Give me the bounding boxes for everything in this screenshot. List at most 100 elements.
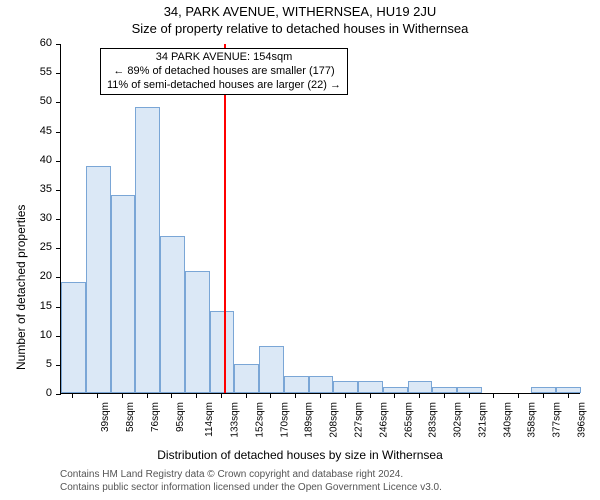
y-tick-mark (56, 190, 61, 191)
x-tick-mark (221, 393, 222, 398)
x-tick-label: 265sqm (403, 402, 414, 438)
x-tick-mark (97, 393, 98, 398)
y-tick-label: 10 (0, 329, 52, 341)
y-tick-label: 25 (0, 241, 52, 253)
x-tick-mark (469, 393, 470, 398)
y-tick-mark (56, 277, 61, 278)
annotation-line-1: 34 PARK AVENUE: 154sqm (107, 51, 341, 65)
x-tick-mark (518, 393, 519, 398)
x-tick-mark (122, 393, 123, 398)
histogram-bar (210, 311, 235, 393)
x-tick-mark (295, 393, 296, 398)
y-tick-label: 0 (0, 387, 52, 399)
histogram-bar (284, 376, 309, 394)
y-tick-mark (56, 307, 61, 308)
x-tick-label: 358sqm (527, 402, 538, 438)
x-tick-mark (270, 393, 271, 398)
x-tick-mark (493, 393, 494, 398)
histogram-bar (408, 381, 433, 393)
y-tick-label: 40 (0, 154, 52, 166)
x-tick-label: 133sqm (230, 402, 241, 438)
histogram-bar (556, 387, 581, 393)
x-ticks: 39sqm 58sqm 76sqm 95sqm 114sqm 133sqm 152sqm 17… (60, 394, 580, 444)
y-ticks: 051015202530354045505560 (0, 44, 60, 394)
x-tick-mark (419, 393, 420, 398)
x-tick-label: 189sqm (304, 402, 315, 438)
histogram-bar (432, 387, 457, 393)
x-tick-label: 95sqm (175, 402, 186, 432)
annotation-line-3: 11% of semi-detached houses are larger (… (107, 79, 341, 93)
histogram-bar (135, 107, 160, 393)
x-tick-label: 39sqm (100, 402, 111, 432)
x-tick-mark (320, 393, 321, 398)
footnote-line-1: Contains HM Land Registry data © Crown c… (60, 468, 442, 481)
x-tick-label: 321sqm (477, 402, 488, 438)
histogram-bar (358, 381, 383, 393)
plot-area (60, 44, 580, 394)
x-tick-label: 208sqm (329, 402, 340, 438)
footnote: Contains HM Land Registry data © Crown c… (60, 468, 442, 494)
histogram-bar (160, 236, 185, 394)
x-tick-mark (147, 393, 148, 398)
x-tick-label: 340sqm (502, 402, 513, 438)
y-tick-mark (56, 365, 61, 366)
x-tick-label: 152sqm (255, 402, 266, 438)
histogram-bar (333, 381, 358, 393)
chart-container: 34, PARK AVENUE, WITHERNSEA, HU19 2JU Si… (0, 0, 600, 500)
y-tick-label: 55 (0, 66, 52, 78)
y-tick-label: 5 (0, 358, 52, 370)
histogram-bar (234, 364, 259, 393)
histogram-bar (259, 346, 284, 393)
x-tick-mark (345, 393, 346, 398)
x-tick-mark (196, 393, 197, 398)
annotation-box: 34 PARK AVENUE: 154sqm ← 89% of detached… (100, 48, 348, 95)
y-tick-mark (56, 248, 61, 249)
histogram-bar (309, 376, 334, 394)
y-tick-label: 50 (0, 95, 52, 107)
y-tick-mark (56, 102, 61, 103)
x-tick-label: 302sqm (453, 402, 464, 438)
title-main: 34, PARK AVENUE, WITHERNSEA, HU19 2JU (0, 4, 600, 19)
x-tick-mark (568, 393, 569, 398)
y-tick-label: 20 (0, 270, 52, 282)
annotation-line-2: ← 89% of detached houses are smaller (17… (107, 65, 341, 79)
x-axis-label: Distribution of detached houses by size … (0, 448, 600, 462)
x-tick-mark (394, 393, 395, 398)
y-tick-label: 45 (0, 125, 52, 137)
histogram-bar (61, 282, 86, 393)
histogram-bar (111, 195, 136, 393)
y-tick-label: 35 (0, 183, 52, 195)
histogram-bar (185, 271, 210, 394)
y-tick-mark (56, 161, 61, 162)
x-tick-mark (543, 393, 544, 398)
title-block: 34, PARK AVENUE, WITHERNSEA, HU19 2JU Si… (0, 0, 600, 36)
x-tick-label: 58sqm (125, 402, 136, 432)
histogram-bar (86, 166, 111, 394)
x-tick-mark (171, 393, 172, 398)
x-tick-mark (246, 393, 247, 398)
histogram-bar (457, 387, 482, 393)
y-tick-mark (56, 44, 61, 45)
x-tick-label: 227sqm (354, 402, 365, 438)
y-tick-mark (56, 219, 61, 220)
x-tick-label: 377sqm (552, 402, 563, 438)
y-tick-mark (56, 336, 61, 337)
x-tick-label: 283sqm (428, 402, 439, 438)
x-tick-mark (444, 393, 445, 398)
x-tick-label: 170sqm (279, 402, 290, 438)
marker-line (224, 44, 226, 393)
x-tick-mark (72, 393, 73, 398)
y-tick-label: 30 (0, 212, 52, 224)
footnote-line-2: Contains public sector information licen… (60, 481, 442, 494)
y-tick-label: 60 (0, 37, 52, 49)
title-sub: Size of property relative to detached ho… (0, 21, 600, 36)
y-tick-mark (56, 73, 61, 74)
x-tick-label: 114sqm (204, 402, 215, 437)
x-tick-label: 76sqm (150, 402, 161, 432)
x-tick-label: 396sqm (576, 402, 587, 438)
y-tick-mark (56, 132, 61, 133)
y-tick-label: 15 (0, 300, 52, 312)
x-tick-mark (370, 393, 371, 398)
x-tick-label: 246sqm (378, 402, 389, 438)
histogram-bar (531, 387, 556, 393)
